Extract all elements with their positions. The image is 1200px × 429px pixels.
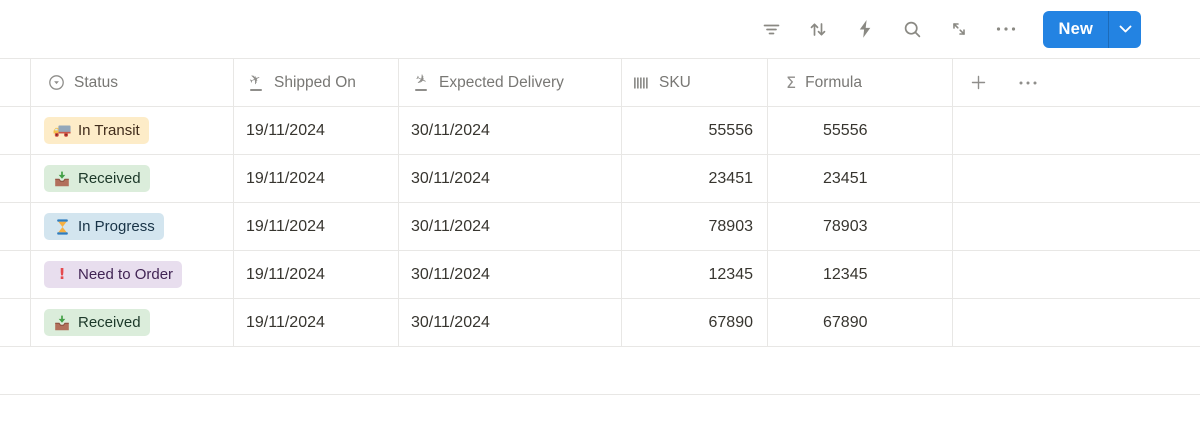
exclamation-icon: ! <box>58 265 66 283</box>
status-badge-label: Received <box>78 170 141 187</box>
new-button[interactable]: New <box>1043 10 1141 48</box>
add-column-button[interactable] <box>969 73 988 92</box>
empty-cell <box>953 203 1200 250</box>
expand-icon[interactable] <box>948 18 970 40</box>
inbox-icon <box>53 171 71 187</box>
sku-cell[interactable]: 67890 <box>622 299 768 346</box>
column-header-shipped-on[interactable]: ✈ Shipped On <box>234 59 399 106</box>
view-toolbar: New <box>0 0 1200 59</box>
table-row: ! Need to Order 19/11/2024 30/11/2024 12… <box>0 251 1200 299</box>
sigma-icon: Σ <box>786 73 797 92</box>
new-button-label[interactable]: New <box>1058 19 1093 38</box>
status-badge-label: In Transit <box>78 122 140 139</box>
inbox-icon <box>53 315 71 331</box>
expected-delivery-cell[interactable]: 30/11/2024 <box>399 299 622 346</box>
status-cell[interactable]: Received <box>30 299 234 346</box>
row-gutter <box>0 59 30 106</box>
hourglass-icon <box>53 218 71 235</box>
row-gutter <box>0 203 30 250</box>
column-header-label: Expected Delivery <box>439 73 564 91</box>
table-row: In Progress 19/11/2024 30/11/2024 78903 … <box>0 203 1200 251</box>
search-icon[interactable] <box>901 18 923 40</box>
plane-takeoff-icon: ✈ <box>246 70 264 91</box>
status-badge[interactable]: Received <box>44 165 150 192</box>
table-header-row: Status ✈ Shipped On ✈ Expected Delivery … <box>0 59 1200 107</box>
table-body: In Transit 19/11/2024 30/11/2024 55556 5… <box>0 107 1200 347</box>
table-row: Received 19/11/2024 30/11/2024 67890 678… <box>0 299 1200 347</box>
sku-cell[interactable]: 23451 <box>622 155 768 202</box>
status-badge[interactable]: In Progress <box>44 213 164 240</box>
column-header-formula[interactable]: Σ Formula <box>768 59 953 106</box>
empty-cell <box>953 299 1200 346</box>
status-badge[interactable]: In Transit <box>44 117 149 144</box>
expected-delivery-cell[interactable]: 30/11/2024 <box>399 107 622 154</box>
new-button-divider <box>1108 10 1109 48</box>
status-cell[interactable]: ! Need to Order <box>30 251 234 298</box>
formula-cell[interactable]: 12345 <box>768 251 953 298</box>
table-options-icon[interactable] <box>1018 80 1038 86</box>
table-row: In Transit 19/11/2024 30/11/2024 55556 5… <box>0 107 1200 155</box>
formula-cell[interactable]: 78903 <box>768 203 953 250</box>
shipped-on-cell[interactable]: 19/11/2024 <box>234 251 399 298</box>
expected-delivery-cell[interactable]: 30/11/2024 <box>399 203 622 250</box>
row-gutter <box>0 107 30 154</box>
shipped-on-cell[interactable]: 19/11/2024 <box>234 203 399 250</box>
status-badge-label: In Progress <box>78 218 155 235</box>
empty-cell <box>953 251 1200 298</box>
row-gutter <box>0 251 30 298</box>
sku-cell[interactable]: 55556 <box>622 107 768 154</box>
column-header-label: Status <box>74 73 118 91</box>
column-header-extra <box>953 59 1200 106</box>
status-cell[interactable]: In Transit <box>30 107 234 154</box>
status-badge[interactable]: Received <box>44 309 150 336</box>
formula-cell[interactable]: 67890 <box>768 299 953 346</box>
sku-cell[interactable]: 12345 <box>622 251 768 298</box>
row-gutter <box>0 155 30 202</box>
column-header-expected-delivery[interactable]: ✈ Expected Delivery <box>399 59 622 106</box>
barcode-icon <box>633 75 650 91</box>
chevron-down-icon[interactable] <box>1109 11 1141 48</box>
column-header-sku[interactable]: SKU <box>622 59 768 106</box>
shipped-on-cell[interactable]: 19/11/2024 <box>234 299 399 346</box>
expected-delivery-cell[interactable]: 30/11/2024 <box>399 155 622 202</box>
truck-icon <box>53 123 71 138</box>
formula-cell[interactable]: 23451 <box>768 155 953 202</box>
empty-cell <box>953 107 1200 154</box>
sort-icon[interactable] <box>807 18 829 40</box>
shipped-on-cell[interactable]: 19/11/2024 <box>234 155 399 202</box>
plane-landing-icon: ✈ <box>412 70 430 91</box>
more-options-icon[interactable] <box>995 18 1017 40</box>
status-property-icon <box>48 74 65 91</box>
table-row: Received 19/11/2024 30/11/2024 23451 234… <box>0 155 1200 203</box>
status-badge[interactable]: ! Need to Order <box>44 261 183 288</box>
sku-cell[interactable]: 78903 <box>622 203 768 250</box>
row-gutter <box>0 299 30 346</box>
empty-cell <box>953 155 1200 202</box>
column-header-status[interactable]: Status <box>30 59 234 106</box>
column-header-label: SKU <box>659 73 691 91</box>
shipped-on-cell[interactable]: 19/11/2024 <box>234 107 399 154</box>
status-badge-label: Received <box>78 314 141 331</box>
status-cell[interactable]: Received <box>30 155 234 202</box>
status-cell[interactable]: In Progress <box>30 203 234 250</box>
automations-lightning-icon[interactable] <box>854 18 876 40</box>
column-header-label: Shipped On <box>274 73 356 91</box>
filter-icon[interactable] <box>760 18 782 40</box>
formula-cell[interactable]: 55556 <box>768 107 953 154</box>
new-row-area[interactable] <box>0 347 1200 395</box>
status-badge-label: Need to Order <box>78 266 174 283</box>
expected-delivery-cell[interactable]: 30/11/2024 <box>399 251 622 298</box>
column-header-label: Formula <box>805 73 862 91</box>
